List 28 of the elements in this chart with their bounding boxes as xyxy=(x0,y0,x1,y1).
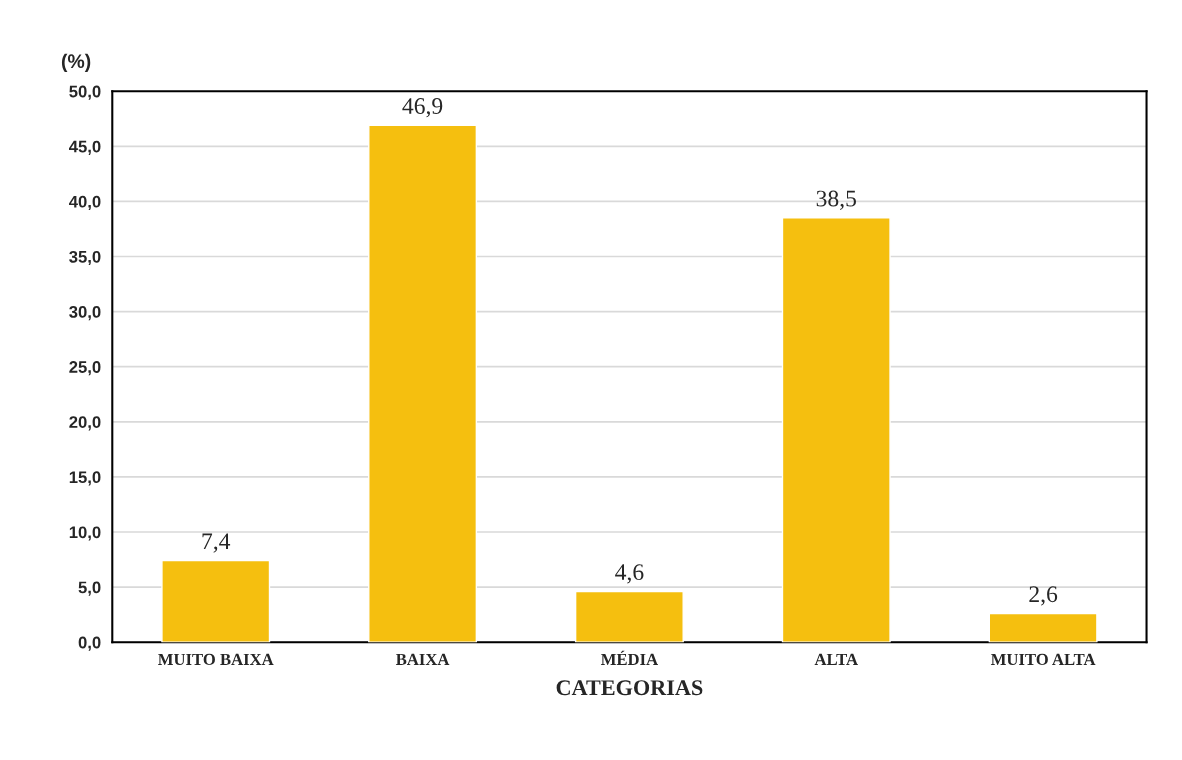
x-tick-label: BAIXA xyxy=(395,653,450,665)
bar xyxy=(574,590,684,643)
y-tick-label: 20,0 xyxy=(69,416,101,431)
bar xyxy=(781,217,891,643)
y-tick-label: 15,0 xyxy=(69,471,101,486)
x-tick-label: MÉDIA xyxy=(600,650,658,665)
y-tick-label: 35,0 xyxy=(69,250,101,266)
data-label: 7,4 xyxy=(202,533,231,553)
y-tick-label: 50,0 xyxy=(69,85,101,100)
bar xyxy=(988,612,1098,643)
data-label: 46,9 xyxy=(402,98,443,118)
x-tick-label: ALTA xyxy=(814,653,858,665)
data-label: 4,6 xyxy=(615,564,644,584)
y-tick-label: 5,0 xyxy=(78,581,101,596)
y-tick-label: 25,0 xyxy=(69,361,101,376)
y-tick-label: 30,0 xyxy=(69,306,101,321)
bar xyxy=(368,124,478,643)
y-tick-label: 45,0 xyxy=(69,140,101,155)
x-tick-label: MUITO BAIXA xyxy=(158,653,274,666)
x-axis-title: CATEGORIAS xyxy=(556,680,703,696)
y-tick-label: 0,0 xyxy=(78,636,101,651)
data-label: 2,6 xyxy=(1029,586,1058,606)
y-tick-label: 10,0 xyxy=(69,526,101,541)
data-label: 38,5 xyxy=(816,190,856,210)
bar xyxy=(161,559,271,643)
y-axis-title: (%) xyxy=(61,53,91,72)
y-tick-label: 40,0 xyxy=(69,195,101,211)
x-tick-label: MUITO ALTA xyxy=(990,653,1096,666)
